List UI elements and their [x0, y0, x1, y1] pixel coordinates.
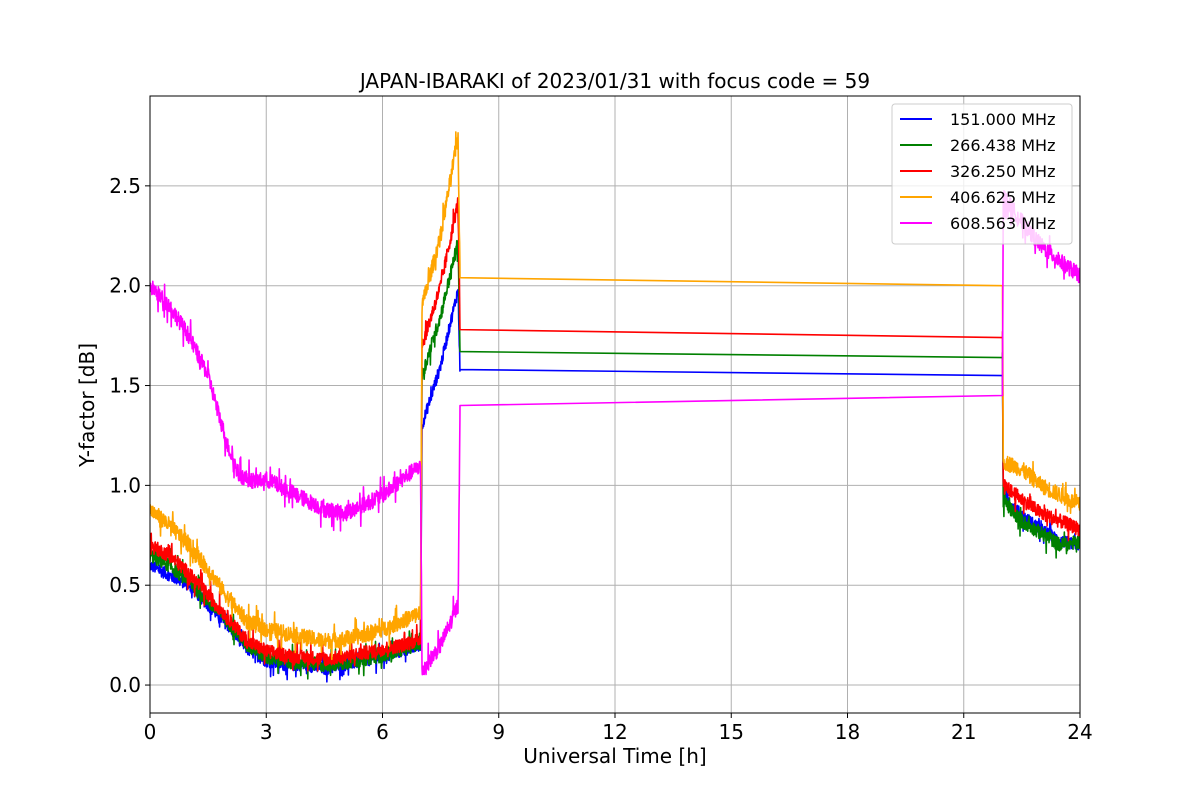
y-tick-label: 2.0 [109, 274, 141, 298]
legend: 151.000 MHz 266.438 MHz 326.250 MHz 406.625… [891, 103, 1073, 245]
x-tick-label: 12 [602, 720, 627, 744]
x-tick-label: 6 [376, 720, 389, 744]
y-tick-label: 0.5 [109, 573, 141, 597]
x-tick-label: 9 [492, 720, 505, 744]
x-tick-label: 18 [835, 720, 860, 744]
legend-label: 151.000 MHz [950, 110, 1055, 129]
legend-label: 266.438 MHz [950, 136, 1055, 155]
x-tick-label: 15 [719, 720, 744, 744]
x-tick-label: 0 [144, 720, 157, 744]
x-tick-label: 21 [951, 720, 976, 744]
legend-label: 326.250 MHz [950, 162, 1055, 181]
x-tick-label: 3 [260, 720, 273, 744]
x-axis-label: Universal Time [h] [523, 744, 706, 768]
y-tick-label: 1.5 [109, 374, 141, 398]
x-axis: 0 3 6 9 12 15 18 21 24 [144, 713, 1093, 744]
y-axis-label: Y-factor [dB] [75, 343, 99, 468]
y-axis: 0.0 0.5 1.0 1.5 2.0 2.5 [109, 174, 150, 697]
y-tick-label: 2.5 [109, 174, 141, 198]
legend-label: 608.563 MHz [950, 214, 1055, 233]
series-line-3 [150, 197, 1080, 672]
legend-label: 406.625 MHz [950, 188, 1055, 207]
y-tick-label: 0.0 [109, 673, 141, 697]
y-tick-label: 1.0 [109, 473, 141, 497]
series-line-4 [150, 131, 1080, 661]
legend-box [891, 103, 1073, 245]
x-tick-label: 24 [1067, 720, 1092, 744]
chart-title: JAPAN-IBARAKI of 2023/01/31 with focus c… [358, 69, 870, 93]
